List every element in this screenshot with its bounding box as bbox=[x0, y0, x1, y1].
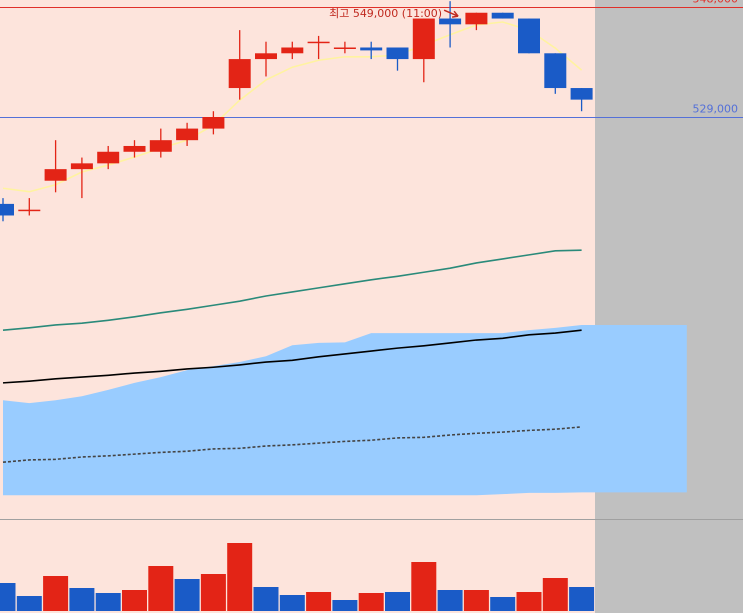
volume-bar bbox=[122, 590, 147, 611]
candle-body bbox=[44, 169, 67, 181]
candle-body bbox=[97, 151, 120, 164]
volume-bar bbox=[0, 583, 16, 611]
volume-bar bbox=[463, 590, 489, 611]
volume-bar bbox=[542, 578, 568, 611]
candle-body bbox=[281, 47, 304, 54]
candle-body bbox=[70, 163, 93, 170]
candle-body bbox=[149, 140, 172, 152]
volume-bar bbox=[148, 566, 174, 611]
volume-bar bbox=[490, 597, 516, 611]
candle-body bbox=[307, 41, 330, 44]
candle-body bbox=[518, 18, 540, 54]
volume-bar bbox=[200, 574, 226, 611]
candle-body bbox=[386, 47, 409, 60]
volume-bar bbox=[43, 576, 69, 611]
annotation-arrow bbox=[443, 9, 459, 18]
volume-bar bbox=[306, 592, 332, 611]
volume-bar bbox=[16, 596, 42, 611]
volume-bar bbox=[332, 600, 358, 611]
volume-bar bbox=[253, 587, 279, 611]
candle-body bbox=[123, 145, 146, 152]
volume-bar bbox=[569, 587, 595, 611]
candle-body bbox=[176, 128, 199, 141]
cloud-area bbox=[3, 324, 687, 496]
volume-bar bbox=[174, 579, 200, 611]
candle-body bbox=[491, 12, 514, 19]
moving-average-line bbox=[2, 329, 582, 384]
candle-body bbox=[544, 53, 567, 89]
candle-body bbox=[439, 18, 462, 25]
candle-body bbox=[255, 53, 277, 60]
volume-bar bbox=[516, 592, 542, 611]
candle-body bbox=[570, 88, 593, 100]
candle-body bbox=[228, 59, 251, 89]
annotation: 최고 549,000 (11:00) bbox=[329, 7, 442, 20]
candle-body bbox=[333, 47, 356, 49]
candle-body bbox=[360, 47, 383, 51]
volume-bar bbox=[358, 593, 384, 611]
reference-label: 548,000 bbox=[693, 0, 739, 6]
volume-bar bbox=[437, 590, 463, 611]
volume-bar bbox=[411, 562, 437, 611]
volume-bar bbox=[385, 592, 410, 611]
candle-body bbox=[202, 117, 225, 129]
reference-label: 529,000 bbox=[693, 103, 739, 116]
candle-body bbox=[0, 203, 14, 216]
volume-bar bbox=[69, 588, 95, 611]
volume-bar bbox=[227, 543, 253, 611]
candle-body bbox=[465, 12, 488, 25]
volume-bar bbox=[279, 595, 305, 611]
candle-body bbox=[412, 18, 435, 60]
future-area bbox=[595, 0, 743, 613]
moving-average-line bbox=[2, 426, 582, 464]
candle-body bbox=[18, 209, 41, 212]
moving-average-line bbox=[2, 249, 582, 331]
volume-bar bbox=[95, 593, 121, 611]
